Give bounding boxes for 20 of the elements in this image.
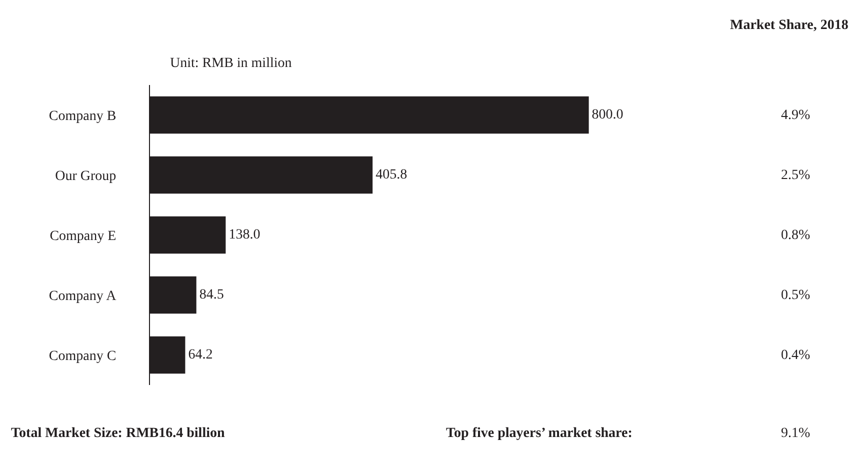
text: Top five players’ market share: <box>446 426 632 441</box>
text: 2.5% <box>781 168 810 183</box>
data-label: 405.8 <box>376 168 408 182</box>
y-tick-label: Company A <box>48 288 118 304</box>
data-label: 64.2 <box>188 348 213 362</box>
chart-subtitle: Unit: RMB in million <box>170 56 292 71</box>
data-label: 800.0 <box>592 108 624 122</box>
text: Total Market Size: RMB16.4 billion <box>11 426 225 441</box>
y-tick-label: Company B <box>48 108 116 124</box>
y-tick-label: Company E <box>50 228 116 244</box>
y-tick-label: Our Group <box>55 168 116 184</box>
text: 0.8% <box>781 228 810 243</box>
text: 0.4% <box>781 348 810 363</box>
text: Market Share, 2018 <box>730 18 848 33</box>
data-label: 138.0 <box>228 228 260 242</box>
text: 9.1% <box>781 426 810 441</box>
text: 4.9% <box>781 108 810 123</box>
y-tick-label: Company C <box>48 348 116 364</box>
data-label: 84.5 <box>199 288 224 302</box>
text: 0.5% <box>781 288 810 303</box>
